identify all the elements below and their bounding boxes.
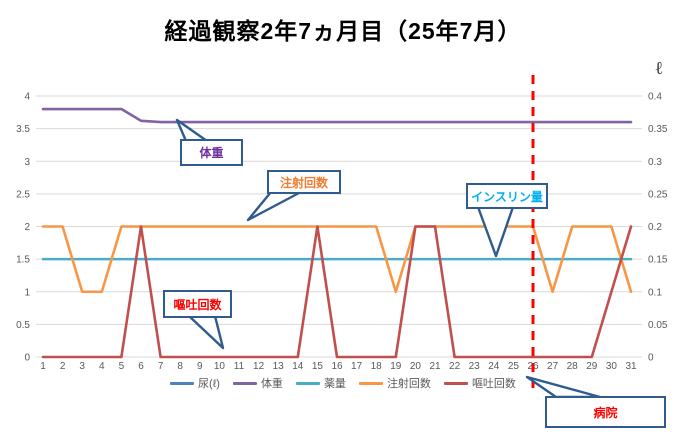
legend-item-嘔吐回数: 嘔吐回数 bbox=[443, 375, 516, 391]
legend-line-swatch bbox=[443, 381, 468, 385]
legend-label: 薬量 bbox=[323, 378, 346, 390]
legend-line-swatch bbox=[232, 381, 257, 385]
y-left-tick: 2 bbox=[24, 222, 30, 233]
x-tick: 22 bbox=[449, 361, 461, 372]
x-tick: 8 bbox=[177, 361, 183, 372]
legend-item-薬量: 薬量 bbox=[295, 375, 346, 391]
x-tick: 17 bbox=[351, 361, 363, 372]
x-tick: 11 bbox=[234, 361, 245, 372]
y-left-tick: 1.5 bbox=[16, 255, 30, 266]
pointer-insulin-icon bbox=[476, 205, 515, 258]
legend-item-体重: 体重 bbox=[232, 375, 283, 391]
x-tick: 9 bbox=[197, 361, 203, 372]
y-left-tick: 2.5 bbox=[16, 189, 30, 200]
x-tick: 31 bbox=[625, 361, 637, 372]
x-tick: 25 bbox=[508, 361, 520, 372]
y-left-tick: 0 bbox=[24, 353, 30, 364]
y-right-tick: 0.25 bbox=[648, 189, 668, 200]
legend-label: 嘔吐回数 bbox=[471, 378, 516, 390]
x-tick: 15 bbox=[312, 361, 324, 372]
legend-label: 体重 bbox=[260, 378, 283, 390]
x-tick: 21 bbox=[429, 361, 441, 372]
x-tick: 6 bbox=[138, 361, 144, 372]
y-right-axis-title: ℓ bbox=[655, 58, 664, 79]
y-left-tick: 4 bbox=[24, 92, 30, 103]
chart-title: 経過観察2年7ヵ月目（25年7月） bbox=[164, 18, 522, 44]
x-tick: 12 bbox=[253, 361, 265, 372]
y-right-tick: 0.35 bbox=[648, 124, 668, 135]
series-line-嘔吐回数 bbox=[41, 225, 633, 359]
x-tick: 10 bbox=[214, 361, 226, 372]
x-tick: 2 bbox=[60, 361, 66, 372]
x-tick: 23 bbox=[469, 361, 481, 372]
x-tick: 16 bbox=[331, 361, 343, 372]
legend-item-注射回数: 注射回数 bbox=[358, 375, 431, 391]
x-tick: 7 bbox=[158, 361, 164, 372]
y-left-tick: 3.5 bbox=[16, 124, 30, 135]
y-left-tick: 0.5 bbox=[16, 320, 30, 331]
x-tick: 28 bbox=[567, 361, 579, 372]
callout-injections: 注射回数 bbox=[267, 170, 341, 194]
y-right-tick: 0.3 bbox=[648, 157, 662, 168]
y-right-tick: 0.05 bbox=[648, 320, 668, 331]
x-tick: 29 bbox=[586, 361, 598, 372]
legend-line-swatch bbox=[358, 381, 383, 385]
x-tick: 30 bbox=[606, 361, 618, 372]
callout-vomit-label: 嘔吐回数 bbox=[173, 297, 222, 312]
callout-hospital: 病院 bbox=[545, 396, 666, 428]
x-tick: 14 bbox=[292, 361, 304, 372]
y-right-tick: 0.15 bbox=[648, 255, 668, 266]
legend-label: 尿(ℓ) bbox=[198, 378, 220, 390]
callout-injections-label: 注射回数 bbox=[279, 175, 328, 190]
series-line-体重 bbox=[41, 107, 633, 124]
chart-legend: 尿(ℓ) 体重 薬量 注射回数 嘔吐回数 bbox=[0, 374, 686, 392]
legend-label: 注射回数 bbox=[386, 378, 431, 390]
x-tick: 5 bbox=[119, 361, 125, 372]
y-right-tick: 0.4 bbox=[648, 92, 662, 103]
x-tick: 3 bbox=[79, 361, 85, 372]
legend-line-swatch bbox=[170, 381, 195, 385]
y-right-tick: 0.2 bbox=[648, 222, 662, 233]
x-tick: 13 bbox=[273, 361, 285, 372]
x-tick: 18 bbox=[371, 361, 383, 372]
callout-weight-label: 体重 bbox=[199, 146, 224, 160]
y-right-tick: 0 bbox=[648, 353, 654, 364]
x-tick: 4 bbox=[99, 361, 105, 372]
x-tick: 27 bbox=[547, 361, 559, 372]
x-tick: 19 bbox=[390, 361, 402, 372]
y-left-tick: 1 bbox=[24, 287, 30, 298]
y-right-tick: 0.1 bbox=[648, 287, 662, 298]
legend-line-swatch bbox=[295, 381, 320, 385]
pointer-vomit-icon bbox=[187, 314, 225, 350]
callout-hospital-label: 病院 bbox=[593, 405, 618, 420]
callout-weight: 体重 bbox=[180, 139, 243, 166]
x-tick: 24 bbox=[488, 361, 500, 372]
callout-insulin-label: インスリン量 bbox=[471, 189, 543, 204]
callout-vomit: 嘔吐回数 bbox=[163, 290, 232, 318]
x-tick: 1 bbox=[40, 361, 46, 372]
callout-insulin: インスリン量 bbox=[466, 183, 548, 209]
pointer-injections-icon bbox=[246, 190, 301, 222]
x-tick: 20 bbox=[410, 361, 422, 372]
legend-item-尿(ℓ): 尿(ℓ) bbox=[170, 375, 220, 391]
y-left-tick: 3 bbox=[24, 157, 30, 168]
